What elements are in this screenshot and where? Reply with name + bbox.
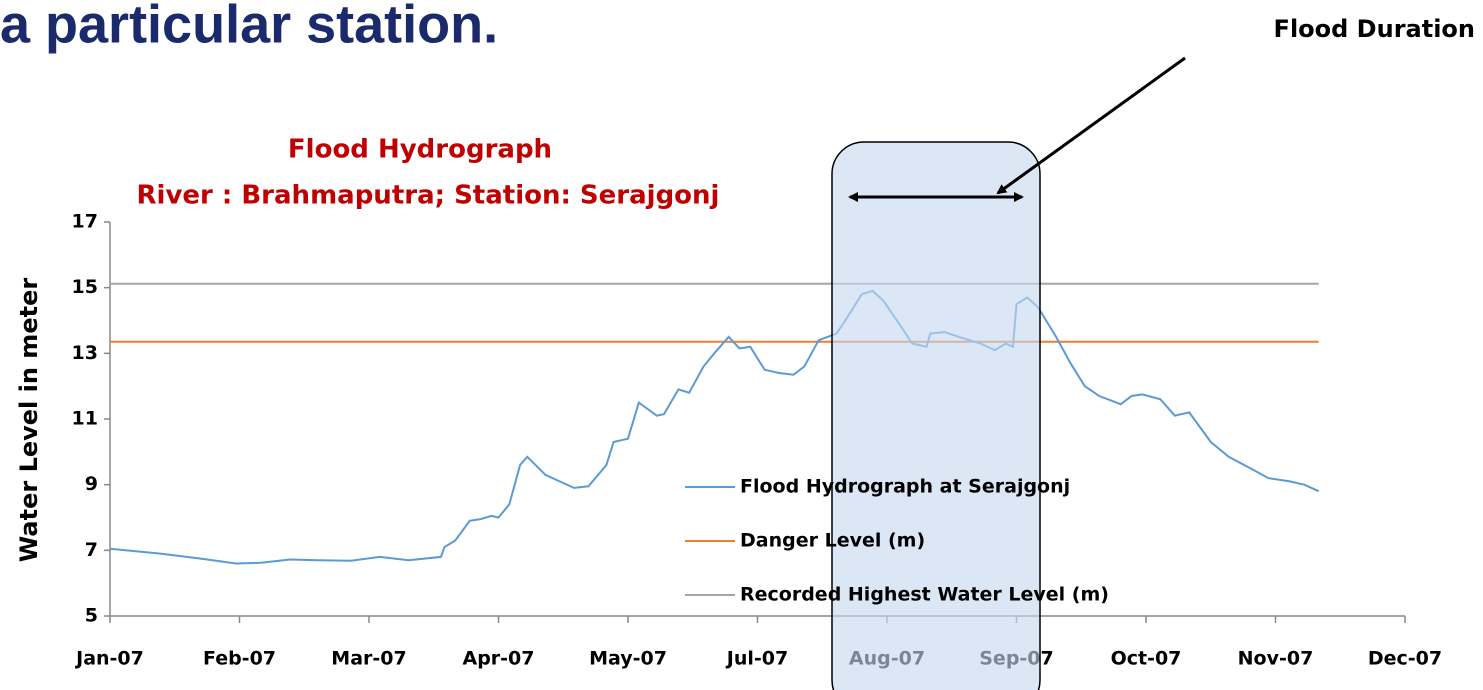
- annotation: Flood Duration: [1274, 15, 1475, 43]
- y-tick-label: 17: [72, 211, 98, 233]
- x-tick-label: Feb-07: [203, 648, 276, 670]
- x-tick-label: Jan-07: [74, 648, 144, 670]
- y-tick-label: 11: [72, 408, 98, 430]
- y-tick-label: 15: [72, 276, 98, 298]
- y-axis-label: Water Level in meter: [15, 278, 43, 563]
- y-tick-label: 5: [85, 605, 98, 627]
- y-tick-label: 9: [85, 473, 98, 495]
- x-tick-label: Apr-07: [462, 648, 534, 670]
- flood-duration-box: [831, 141, 1041, 690]
- series-line: [109, 289, 1320, 565]
- x-tick-label: Jul-07: [725, 648, 788, 670]
- y-tick-label: 13: [72, 342, 98, 364]
- legend-label: Recorded Highest Water Level (m): [740, 584, 1109, 606]
- x-tick-label: Nov-07: [1238, 648, 1314, 670]
- pointer-arrow: [996, 56, 1186, 195]
- chart-subtitle: River : Brahmaputra; Station: Serajgonj: [137, 181, 720, 211]
- heading: a particular station.: [0, 0, 498, 54]
- x-tick-label: Oct-07: [1111, 648, 1182, 670]
- x-tick-label: Dec-07: [1368, 648, 1442, 670]
- x-tick-label: May-07: [589, 648, 667, 670]
- chart-title: Flood Hydrograph: [288, 135, 552, 165]
- y-tick-label: 7: [85, 539, 98, 561]
- legend-label: Flood Hydrograph at Serajgonj: [740, 476, 1070, 498]
- legend-label: Danger Level (m): [740, 530, 925, 552]
- x-tick-label: Mar-07: [331, 648, 406, 670]
